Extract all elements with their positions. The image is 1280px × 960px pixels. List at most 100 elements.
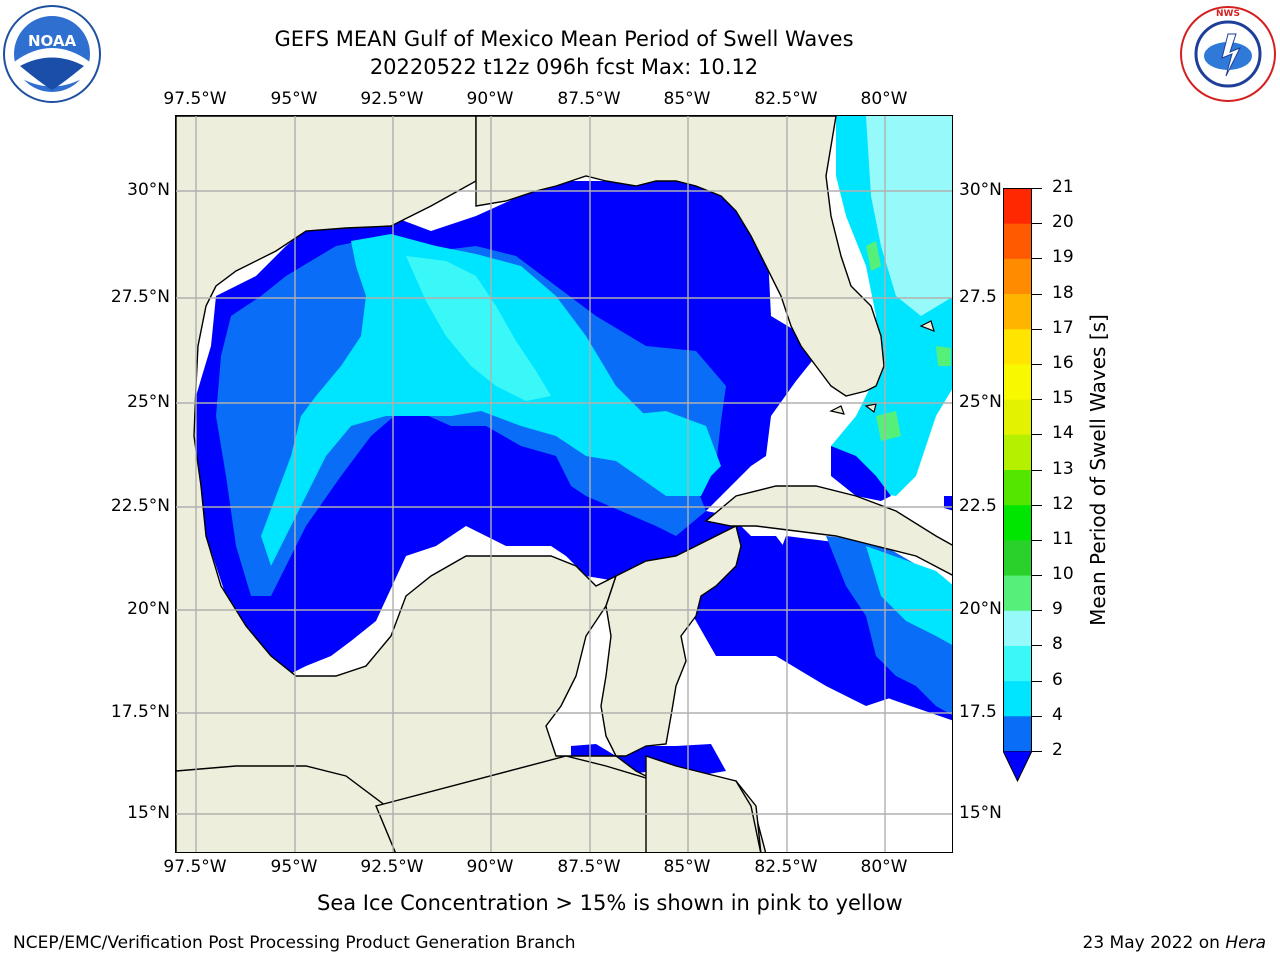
colorbar-tick-mark bbox=[1032, 575, 1042, 577]
lat-label: 15°N bbox=[959, 803, 1002, 823]
colorbar-tick-mark bbox=[1032, 223, 1042, 225]
colorbar-swatch bbox=[1003, 469, 1032, 506]
colorbar-tick-mark bbox=[1032, 434, 1042, 436]
colorbar-tick-mark bbox=[1032, 328, 1042, 330]
colorbar-tick-label: 16 bbox=[1052, 352, 1074, 373]
colorbar-tick-label: 12 bbox=[1052, 493, 1074, 514]
nws-logo-icon: NWS bbox=[1178, 4, 1278, 104]
colorbar-swatch bbox=[1003, 645, 1032, 682]
colorbar-tick-label: 9 bbox=[1052, 599, 1063, 620]
colorbar-swatch bbox=[1003, 680, 1032, 717]
lat-label: 20°N bbox=[127, 599, 170, 619]
colorbar-swatch bbox=[1003, 399, 1032, 435]
lat-label: 27.5 bbox=[959, 287, 997, 307]
colorbar-tick-label: 18 bbox=[1052, 282, 1074, 303]
swell-region-6-8 bbox=[406, 256, 551, 401]
colorbar-tick-label: 4 bbox=[1052, 704, 1063, 725]
colorbar-tick-mark bbox=[1032, 751, 1042, 752]
colorbar-tick-mark bbox=[1032, 610, 1042, 612]
swell-region-4-6 bbox=[261, 234, 716, 566]
land-yucatan bbox=[600, 524, 742, 757]
lon-label: 80°W bbox=[860, 89, 908, 109]
colorbar-tick-mark bbox=[1032, 645, 1042, 647]
colorbar-swatch bbox=[1003, 610, 1032, 646]
lon-label: 87.5°W bbox=[557, 857, 621, 877]
land bbox=[176, 116, 952, 852]
lat-label: 25°N bbox=[127, 392, 170, 412]
map-panel bbox=[175, 115, 953, 853]
lon-label: 95°W bbox=[270, 857, 318, 877]
lon-label: 87.5°W bbox=[557, 89, 621, 109]
colorbar-tick-label: 19 bbox=[1052, 247, 1074, 268]
colorbar-tick-label: 14 bbox=[1052, 423, 1074, 444]
swell-region-atlantic-blue bbox=[831, 446, 952, 511]
land-cuba bbox=[704, 485, 952, 576]
lon-label: 95°W bbox=[270, 89, 318, 109]
lon-label: 92.5°W bbox=[360, 89, 424, 109]
colorbar-tick-mark bbox=[1032, 363, 1042, 365]
lat-label: 17.5°N bbox=[110, 702, 170, 722]
colorbar-swatch bbox=[1003, 223, 1032, 259]
colorbar-swatch bbox=[1003, 575, 1032, 611]
colorbar-label: Mean Period of Swell Waves [s] bbox=[1086, 314, 1110, 626]
lon-label: 92.5°W bbox=[360, 857, 424, 877]
land-us-southeast bbox=[475, 116, 885, 397]
swell-region-4-6-east bbox=[611, 411, 721, 491]
chart-subtitle: 20220522 t12z 096h fcst Max: 10.12 bbox=[369, 55, 759, 79]
lon-label: 90°W bbox=[466, 857, 514, 877]
colorbar-swatches bbox=[1003, 188, 1032, 752]
colorbar-swatch bbox=[1003, 328, 1032, 365]
lat-label: 25°N bbox=[959, 392, 1002, 412]
lat-label: 22.5 bbox=[959, 496, 997, 516]
colorbar-tick-mark bbox=[1032, 258, 1042, 260]
swell-region-2-4 bbox=[216, 236, 726, 596]
lon-label: 82.5°W bbox=[754, 857, 818, 877]
lon-label: 82.5°W bbox=[754, 89, 818, 109]
lat-label: 30°N bbox=[959, 180, 1002, 200]
colorbar bbox=[1003, 188, 1032, 784]
colorbar-tick-mark bbox=[1032, 680, 1042, 682]
ice-note: Sea Ice Concentration > 15% is shown in … bbox=[317, 891, 903, 915]
footer-date-text: 23 May 2022 on bbox=[1082, 933, 1226, 953]
colorbar-tick-mark bbox=[1032, 469, 1042, 471]
colorbar-swatch bbox=[1003, 363, 1032, 400]
colorbar-swatch bbox=[1003, 258, 1032, 295]
noaa-logo-icon: NOAA bbox=[2, 4, 102, 104]
lon-label: 85°W bbox=[663, 857, 711, 877]
colorbar-swatch bbox=[1003, 504, 1032, 541]
lon-label: 97.5°W bbox=[163, 89, 227, 109]
colorbar-swatch bbox=[1003, 715, 1032, 752]
colorbar-tick-label: 2 bbox=[1052, 740, 1063, 760]
land-honduras bbox=[645, 755, 762, 852]
colorbar-tick-mark bbox=[1032, 188, 1042, 189]
swell-region-atlantic-light bbox=[866, 116, 952, 316]
swell-region-atlantic-green bbox=[866, 241, 951, 441]
lat-label: 15°N bbox=[127, 803, 170, 823]
map-canvas bbox=[176, 116, 952, 852]
colorbar-tick-label: 21 bbox=[1052, 177, 1074, 197]
lon-label: 85°W bbox=[663, 89, 711, 109]
colorbar-tick-mark bbox=[1032, 715, 1042, 717]
chart-title: GEFS MEAN Gulf of Mexico Mean Period of … bbox=[274, 27, 854, 51]
colorbar-tick-label: 10 bbox=[1052, 564, 1074, 585]
lat-label: 20°N bbox=[959, 599, 1002, 619]
colorbar-tick-label: 20 bbox=[1052, 212, 1074, 233]
lon-label: 90°W bbox=[466, 89, 514, 109]
lat-label: 30°N bbox=[127, 180, 170, 200]
svg-text:NWS: NWS bbox=[1216, 9, 1240, 19]
lat-label: 22.5°N bbox=[110, 496, 170, 516]
colorbar-tick-mark bbox=[1032, 399, 1042, 401]
colorbar-swatch bbox=[1003, 434, 1032, 470]
colorbar-tick-label: 8 bbox=[1052, 634, 1063, 655]
graticule bbox=[176, 116, 952, 852]
footer-host: Hera bbox=[1225, 933, 1266, 953]
colorbar-swatch bbox=[1003, 188, 1032, 224]
colorbar-tick-label: 17 bbox=[1052, 317, 1074, 338]
colorbar-swatch bbox=[1003, 539, 1032, 576]
colorbar-tick-label: 13 bbox=[1052, 458, 1074, 479]
colorbar-swatch bbox=[1003, 293, 1032, 330]
islands bbox=[829, 320, 935, 415]
colorbar-tick-label: 15 bbox=[1052, 388, 1074, 409]
colorbar-tick-label: 6 bbox=[1052, 669, 1063, 690]
footer-credit: NCEP/EMC/Verification Post Processing Pr… bbox=[13, 933, 576, 953]
